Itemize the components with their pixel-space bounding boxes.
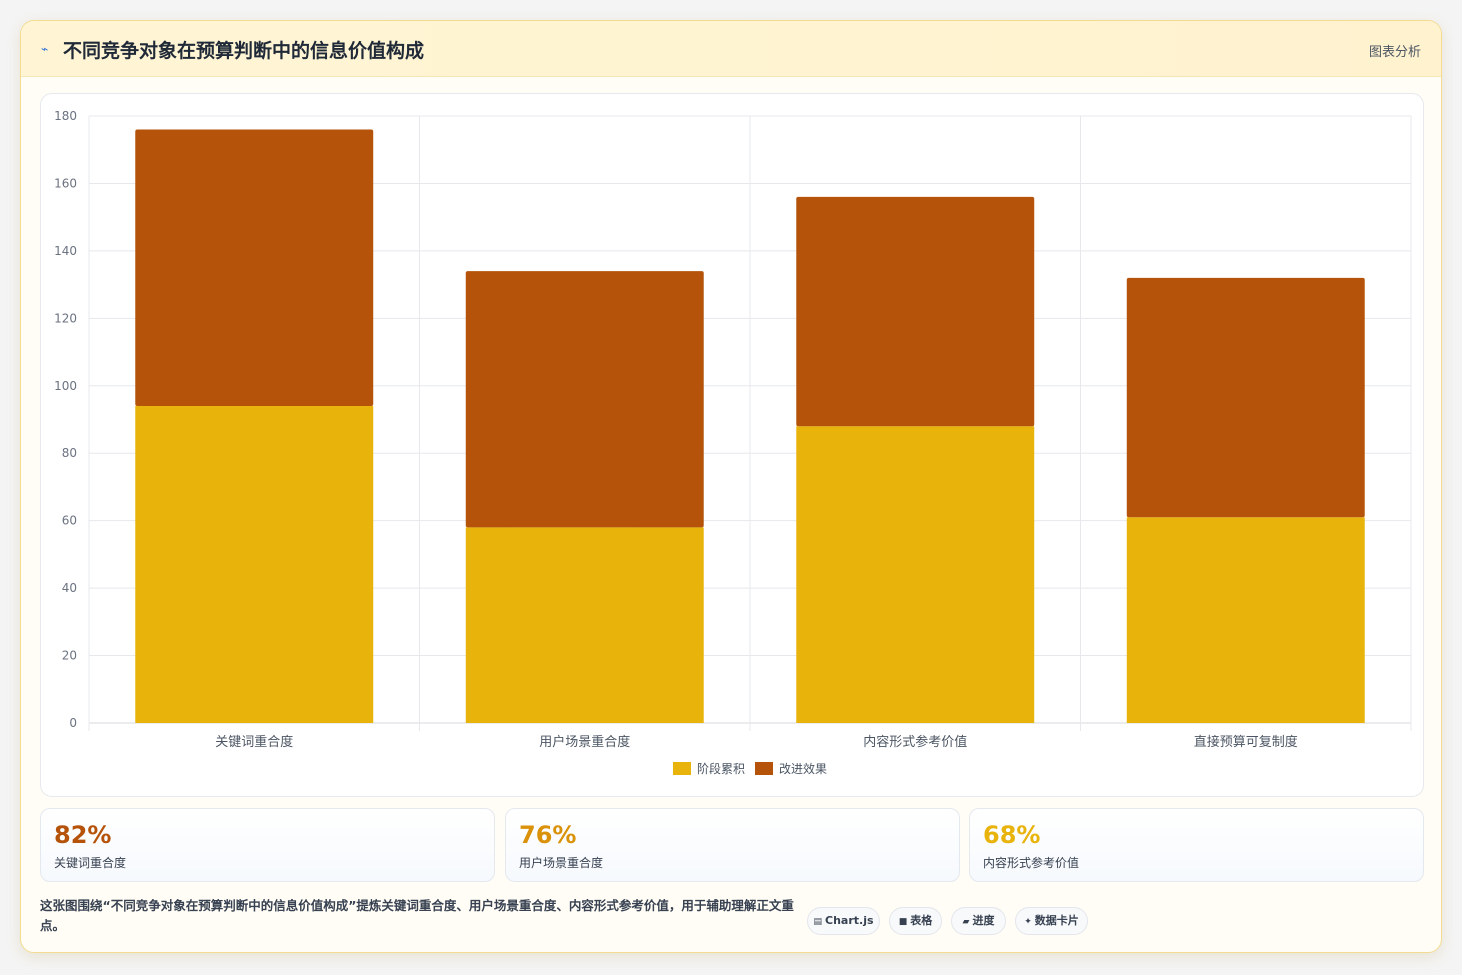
stat-label: 用户场景重合度: [519, 856, 604, 870]
legend-swatch: [755, 762, 773, 775]
bar-stage: [135, 406, 374, 723]
y-tick-label: 0: [69, 716, 77, 730]
x-tick-label: 关键词重合度: [215, 734, 293, 750]
card-header: ⌁ 不同竞争对象在预算判断中的信息价值构成 图表分析: [21, 21, 1441, 77]
stat-card-content: 68% 内容形式参考价值: [969, 808, 1424, 882]
y-tick-label: 160: [54, 176, 77, 190]
chip-label: 数据卡片: [1034, 914, 1079, 927]
bar-effect: [135, 129, 374, 407]
y-tick-label: 60: [62, 514, 77, 528]
legend-label: 阶段累积: [697, 761, 745, 776]
legend-swatch: [673, 762, 691, 775]
progress-icon: ▰: [962, 917, 970, 927]
y-tick-label: 140: [54, 244, 77, 258]
chart-card: ⌁ 不同竞争对象在预算判断中的信息价值构成 图表分析 0 20 40 60 80 100 1…: [20, 20, 1442, 953]
x-tick-label: 用户场景重合度: [539, 734, 630, 750]
stacked-bar-chart: 0 20 40 60 80 100 120 140 160 180 关键词重合度 用户场景重合度 内容形…: [54, 109, 1412, 776]
bar-effect: [1126, 277, 1365, 518]
chip-label: 表格: [910, 914, 933, 927]
chip-progress[interactable]: ▰ 进度: [951, 907, 1006, 935]
bar-stage: [465, 527, 704, 723]
chart-description: 这张图围绕“不同竞争对象在预算判断中的信息价值构成”提炼关键词重合度、用户场景重…: [40, 898, 794, 933]
grid-icon: ▤: [813, 917, 822, 927]
x-tick-label: 直接预算可复制度: [1194, 734, 1298, 750]
legend-label: 改进效果: [779, 761, 827, 776]
chip-table[interactable]: ■ 表格: [889, 907, 942, 935]
chip-data-card[interactable]: ✦ 数据卡片: [1015, 907, 1088, 935]
chip-label: 进度: [972, 914, 995, 927]
table-icon: ■: [898, 917, 908, 927]
stat-value: 82%: [54, 821, 112, 849]
chart-analysis-tag: 图表分析: [1368, 45, 1421, 60]
bar-stage: [796, 426, 1035, 723]
chart-container: 0 20 40 60 80 100 120 140 160 180 关键词重合度 用户场景重合度 内容形…: [40, 93, 1424, 797]
y-tick-label: 180: [54, 109, 77, 123]
bar-effect: [796, 196, 1035, 427]
y-tick-label: 20: [62, 649, 77, 663]
x-tick-label: 内容形式参考价值: [863, 734, 967, 750]
y-tick-label: 80: [62, 446, 77, 460]
stat-label: 关键词重合度: [54, 856, 127, 870]
stat-label: 内容形式参考价值: [983, 856, 1080, 870]
bar-effect: [465, 271, 704, 528]
chart-icon: ⌁: [41, 42, 49, 56]
chip-label: Chart.js: [825, 914, 874, 927]
stat-card-keyword: 82% 关键词重合度: [40, 808, 495, 882]
stat-value: 76%: [519, 821, 577, 849]
page-title: 不同竞争对象在预算判断中的信息价值构成: [63, 40, 425, 62]
y-tick-label: 40: [62, 581, 77, 595]
chip-chartjs[interactable]: ▤ Chart.js: [807, 907, 880, 935]
sparkle-icon: ✦: [1024, 917, 1032, 927]
y-tick-label: 120: [54, 311, 77, 325]
stat-card-scenario: 76% 用户场景重合度: [505, 808, 960, 882]
bar-stage: [1126, 517, 1365, 723]
y-tick-label: 100: [54, 379, 77, 393]
stat-value: 68%: [983, 821, 1041, 849]
